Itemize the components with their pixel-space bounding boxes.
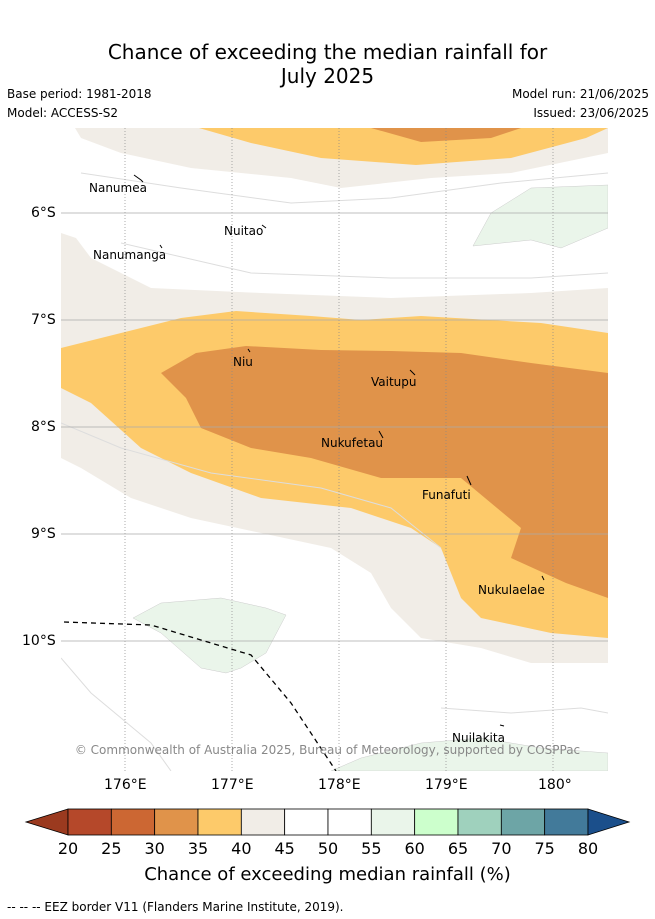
colorbar-tick-label: 50 — [317, 839, 339, 858]
colorbar-swatch — [544, 808, 589, 836]
base-period: Base period: 1981-2018 — [7, 87, 152, 101]
colorbar-swatch — [110, 808, 156, 836]
place-label: Nuitao — [224, 224, 264, 238]
copyright-notice: © Commonwealth of Australia 2025, Bureau… — [74, 743, 581, 757]
place-label: Nuilakita — [452, 731, 505, 745]
colorbar-swatch — [284, 808, 329, 836]
model-name: Model: ACCESS-S2 — [7, 106, 119, 120]
model-run: Model run: 21/06/2025 — [511, 87, 649, 101]
lon-label: 180° — [538, 777, 572, 793]
contour-line — [61, 422, 442, 549]
colorbar-over-arrow — [587, 808, 631, 836]
lon-label: 177°E — [211, 777, 254, 793]
colorbar-tick-label: 20 — [57, 839, 79, 858]
issued-date: Issued: 23/06/2025 — [533, 106, 649, 120]
colorbar-tick-label: 25 — [101, 839, 122, 858]
gridlines — [124, 128, 554, 771]
colorbar-swatch — [457, 808, 502, 836]
contour-line — [80, 172, 608, 204]
colorbar-tick-label: 60 — [404, 839, 425, 858]
colorbar-swatch — [240, 808, 286, 836]
colorbar-tick-label: 45 — [274, 839, 295, 858]
colorbar-tick-label: 35 — [187, 839, 209, 858]
lon-label: 179°E — [425, 777, 468, 793]
place-label: Funafuti — [422, 488, 471, 502]
eez-footnote: -- -- -- EEZ border V11 (Flanders Marine… — [7, 900, 344, 914]
lat-label: 9°S — [31, 526, 56, 542]
place-label: Nukulaelae — [478, 583, 545, 597]
colorbar-tick-label: 55 — [361, 839, 382, 858]
colorbar-swatch — [327, 808, 372, 836]
zone-55-60-bottom — [330, 737, 608, 771]
map-svg — [61, 128, 608, 771]
colorbar-tick-label: 65 — [447, 839, 469, 858]
chart-title: Chance of exceeding the median rainfall … — [0, 40, 655, 88]
zone-35-40-top — [199, 128, 608, 165]
colorbar-swatch — [154, 808, 199, 836]
lat-label: 10°S — [22, 633, 56, 649]
lat-gridlines — [61, 212, 608, 642]
colorbar — [24, 808, 631, 836]
contour-line — [61, 657, 172, 771]
island-marks — [133, 174, 545, 727]
zone-55-60-lower-left — [132, 597, 287, 674]
lat-label: 6°S — [31, 205, 56, 221]
lat-label: 8°S — [31, 419, 56, 435]
colorbar-title: Chance of exceeding median rainfall (%) — [144, 864, 511, 885]
contour-line — [120, 242, 608, 279]
lon-label: 178°E — [318, 777, 361, 793]
colorbar-under-arrow — [24, 808, 69, 836]
place-label: Nanumanga — [93, 248, 167, 262]
title-line-1: Chance of exceeding the median rainfall … — [107, 40, 548, 64]
colorbar-tick-label: 40 — [231, 839, 252, 858]
map-panel — [61, 128, 608, 771]
place-label: Vaitupu — [371, 375, 417, 389]
place-label: Niu — [233, 355, 253, 369]
colorbar-tick-label: 80 — [577, 839, 599, 858]
colorbar-tick-label: 70 — [491, 839, 512, 858]
colorbar-tick-label: 30 — [144, 839, 165, 858]
colorbar-swatch — [370, 808, 416, 836]
place-label: Nukufetau — [321, 436, 384, 450]
title-line-2: July 2025 — [280, 64, 375, 88]
colorbar-swatch — [197, 808, 242, 836]
colorbar-swatch — [414, 808, 459, 836]
zone-55-60-upper-right — [472, 184, 608, 249]
colorbar-swatch — [500, 808, 546, 836]
colorbar-swatch — [67, 808, 112, 836]
lat-label: 7°S — [31, 312, 56, 328]
place-label: Nanumea — [89, 181, 147, 195]
colorbar-tick-label: 75 — [534, 839, 555, 858]
lon-label: 176°E — [104, 777, 147, 793]
zone-30-35-main — [161, 346, 608, 598]
eez-border — [63, 621, 337, 771]
contour-line — [440, 707, 608, 714]
